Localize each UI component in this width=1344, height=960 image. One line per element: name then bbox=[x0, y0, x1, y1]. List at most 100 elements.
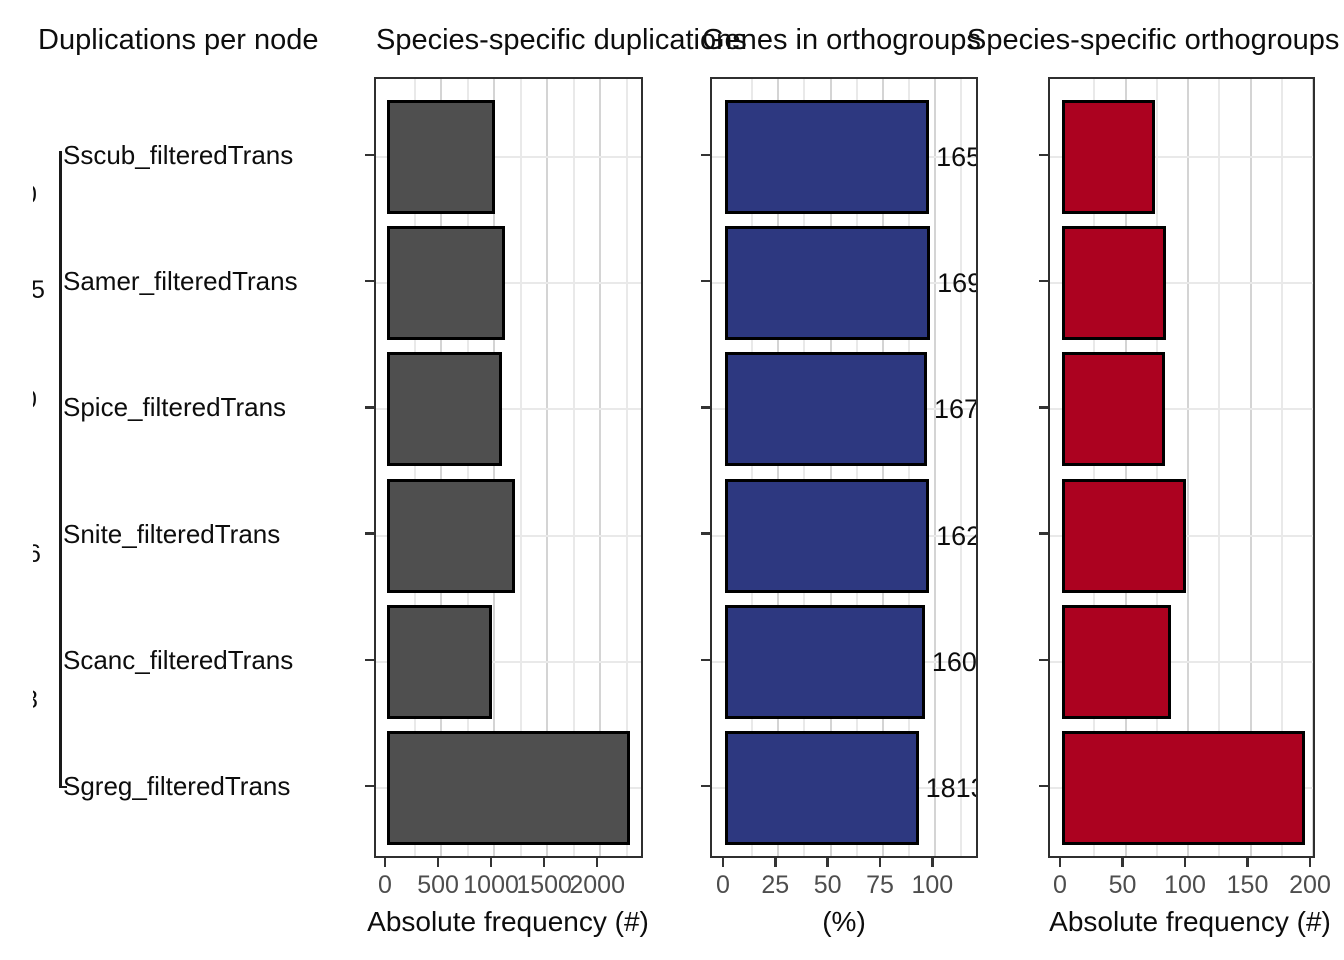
gridline-vertical bbox=[777, 79, 780, 856]
x-axis-tick-label: 75 bbox=[866, 871, 894, 899]
gridline-vertical bbox=[519, 79, 522, 856]
bar-value-label: 165 bbox=[936, 142, 978, 172]
bar bbox=[725, 478, 930, 593]
y-axis-tick bbox=[365, 784, 374, 788]
bar bbox=[725, 731, 919, 845]
tree-node-label-digit: 8 bbox=[33, 685, 38, 715]
y-axis-tick bbox=[1039, 279, 1048, 283]
x-axis-tick-label: 100 bbox=[911, 871, 954, 899]
x-axis-tick-label: 0 bbox=[378, 871, 392, 899]
gridline-horizontal bbox=[1050, 660, 1313, 663]
x-axis-tick bbox=[436, 858, 440, 867]
x-axis-tick-label: 2000 bbox=[569, 871, 625, 899]
chart3-x-axis-title: Absolute frequency (#) bbox=[1049, 906, 1331, 937]
gridline-vertical bbox=[546, 79, 549, 856]
gridline-vertical bbox=[1155, 79, 1158, 856]
x-axis-tick-label: 1000 bbox=[463, 871, 519, 899]
chart1-title: Species-specific duplications bbox=[376, 24, 747, 56]
gridline-vertical bbox=[1312, 79, 1313, 856]
y-axis-tick bbox=[701, 153, 710, 157]
gridline-vertical bbox=[599, 79, 602, 856]
y-axis-tick bbox=[1039, 406, 1048, 409]
gridline-vertical bbox=[829, 79, 832, 856]
bar bbox=[725, 604, 925, 719]
x-axis-tick-label: 150 bbox=[1226, 871, 1269, 899]
y-axis-tick bbox=[365, 279, 374, 283]
y-axis-tick bbox=[1039, 153, 1048, 157]
gridline-horizontal bbox=[1050, 156, 1313, 158]
gridline-horizontal bbox=[376, 156, 641, 158]
species-label: Samer_filteredTrans bbox=[63, 266, 298, 297]
gridline-vertical bbox=[1249, 79, 1252, 856]
y-axis-tick bbox=[365, 658, 374, 662]
x-axis-tick bbox=[383, 858, 387, 867]
x-axis-tick bbox=[721, 858, 725, 867]
y-axis-tick bbox=[701, 279, 710, 283]
x-axis-tick bbox=[1308, 858, 1312, 867]
x-axis-tick bbox=[1058, 858, 1062, 867]
gridline-vertical bbox=[572, 79, 575, 856]
tree-node-label: 5 bbox=[33, 275, 49, 305]
species-label: Spice_filteredTrans bbox=[63, 392, 287, 423]
y-axis-tick bbox=[365, 153, 374, 157]
y-axis-tick bbox=[701, 658, 710, 662]
x-axis-tick bbox=[489, 858, 493, 867]
x-axis-tick-label: 500 bbox=[417, 871, 459, 899]
bar bbox=[725, 352, 927, 467]
tree-node-label: 0 bbox=[33, 180, 49, 210]
gridline-vertical bbox=[1218, 79, 1221, 856]
tree-node-label: 6 bbox=[33, 539, 49, 569]
gridline-vertical bbox=[1124, 79, 1127, 856]
gridline-vertical bbox=[934, 79, 937, 856]
bar bbox=[387, 478, 516, 593]
tree-node-label-digit: 6 bbox=[33, 540, 41, 568]
x-axis-tick bbox=[1246, 858, 1249, 867]
tree-branch bbox=[59, 785, 67, 788]
tree-node-label-digit: 0 bbox=[33, 385, 37, 415]
x-axis-tick bbox=[931, 858, 934, 867]
chart-panel-genes-in-orthogroups: 165 169 167 162 160 1813 bbox=[710, 77, 978, 858]
species-label: Snite_filteredTrans bbox=[63, 518, 281, 549]
gridline-vertical bbox=[440, 79, 443, 856]
y-axis-tick bbox=[701, 406, 710, 409]
bar bbox=[1062, 731, 1305, 845]
x-axis-tick bbox=[878, 858, 882, 867]
gridline-horizontal bbox=[1050, 408, 1313, 411]
bar bbox=[725, 100, 930, 214]
gridline-vertical bbox=[855, 79, 858, 856]
gridline-vertical bbox=[881, 79, 884, 856]
x-axis-tick bbox=[1183, 858, 1187, 867]
gridline-vertical bbox=[960, 79, 963, 856]
y-axis-tick bbox=[701, 532, 710, 535]
x-axis-tick-label: 50 bbox=[813, 871, 842, 899]
x-axis-tick-label: 50 bbox=[1108, 871, 1137, 899]
species-label: Sscub_filteredTrans bbox=[63, 140, 294, 170]
gridline-vertical bbox=[466, 79, 469, 856]
tree-node-label-digit: 5 bbox=[33, 276, 45, 304]
y-axis-tick bbox=[1039, 658, 1048, 662]
bar bbox=[387, 604, 493, 719]
gridline-vertical bbox=[1280, 79, 1283, 856]
bar bbox=[1062, 226, 1166, 341]
x-axis-tick bbox=[774, 858, 777, 867]
species-label: Scanc_filteredTrans bbox=[63, 644, 294, 675]
y-axis-tick bbox=[365, 532, 374, 535]
chart-panel-species-specific-orthogroups bbox=[1048, 77, 1315, 858]
x-axis-tick-label: 25 bbox=[761, 871, 790, 899]
gridline-horizontal bbox=[376, 282, 641, 285]
tree-node-label: 8 bbox=[33, 685, 49, 715]
chart3-title: Species-specific orthogroups bbox=[967, 24, 1340, 56]
gridline-vertical bbox=[803, 79, 806, 856]
x-axis-tick-label: 100 bbox=[1164, 871, 1206, 899]
gridline-horizontal bbox=[1050, 282, 1313, 285]
bar-value-label: 167 bbox=[933, 394, 978, 425]
bar bbox=[387, 352, 503, 467]
tree-node-label: 0 bbox=[33, 385, 49, 415]
bar bbox=[1062, 100, 1155, 214]
chart2-x-axis-title: (%) bbox=[822, 906, 866, 937]
x-axis-tick-label: 0 bbox=[716, 871, 730, 899]
x-axis-tick bbox=[826, 858, 829, 867]
bar bbox=[1062, 604, 1171, 719]
y-axis-tick bbox=[1039, 532, 1048, 535]
